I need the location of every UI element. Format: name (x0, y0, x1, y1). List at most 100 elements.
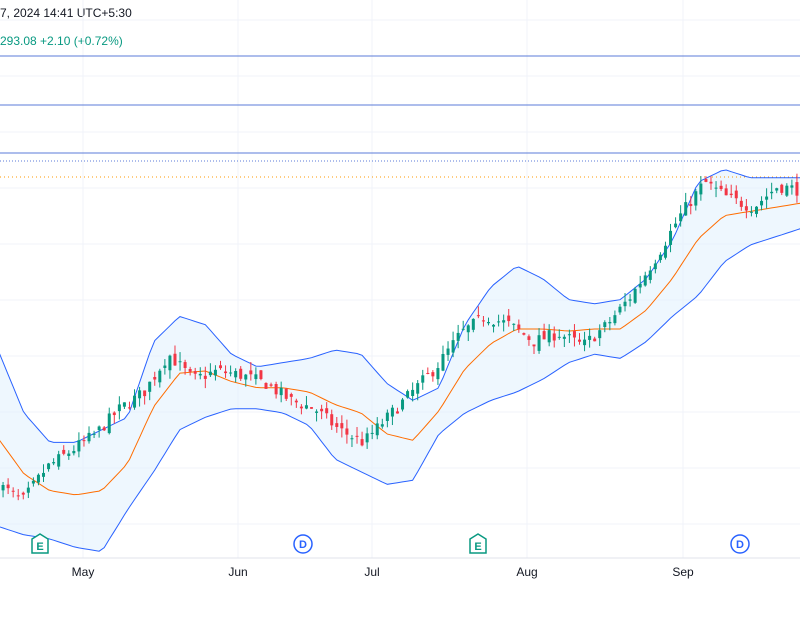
candle-body (648, 270, 652, 280)
candle-body (461, 328, 465, 330)
candle-body (229, 372, 233, 374)
candle-body (689, 204, 693, 207)
candle-body (385, 412, 389, 421)
candle-body (67, 453, 71, 456)
candle-body (52, 462, 56, 464)
candle-body (780, 184, 784, 193)
candle-body (749, 211, 753, 213)
candle-body (588, 335, 592, 340)
candle-body (658, 254, 662, 261)
candle-body (522, 333, 526, 335)
candle-body (638, 283, 642, 288)
candle-body (674, 223, 678, 228)
header-quote: 293.08 +2.10 (+0.72%) (0, 34, 123, 48)
candle-body (133, 395, 137, 408)
candles (1, 173, 799, 501)
candle-body (77, 440, 81, 452)
candle-body (148, 381, 152, 392)
candle-body (613, 315, 617, 324)
candle-body (572, 331, 576, 338)
candle-body (552, 333, 556, 341)
candle-body (117, 404, 121, 412)
candle-body (62, 449, 66, 454)
candle-body (279, 387, 283, 396)
candle-body (679, 213, 683, 222)
earnings-marker-label: E (474, 541, 481, 553)
candle-body (527, 336, 531, 340)
candle-body (198, 373, 202, 376)
candle-body (370, 432, 374, 434)
earnings-marker-label: E (36, 541, 43, 553)
candle-body (739, 200, 743, 207)
candle-body (289, 394, 293, 397)
candle-body (481, 320, 485, 322)
candle-body (663, 245, 667, 258)
candle-body (11, 490, 15, 492)
candle-body (765, 196, 769, 200)
candle-body (507, 315, 511, 322)
bollinger-upper-line (0, 169, 800, 443)
candle-body (97, 426, 101, 431)
candle-body (416, 383, 420, 394)
horizontal-lines[interactable] (0, 55, 800, 178)
candle-body (360, 439, 364, 446)
candle-body (411, 389, 415, 396)
candle-body (274, 384, 278, 395)
candle-body (163, 365, 167, 368)
time-axis-label: Jun (228, 565, 247, 579)
candle-body (178, 361, 182, 363)
candle-body (446, 348, 450, 355)
candle-body (486, 322, 490, 324)
time-axis[interactable]: May Jun Jul Aug Sep (72, 565, 694, 579)
candle-body (264, 382, 268, 389)
candle-body (517, 324, 521, 330)
candle-body (92, 433, 96, 435)
candle-body (335, 423, 339, 427)
candle-body (355, 435, 359, 437)
candle-body (112, 412, 116, 416)
candle-body (208, 371, 212, 376)
dividend-marker (293, 534, 313, 554)
candle-body (299, 406, 303, 409)
candle-body (583, 339, 587, 346)
candle-body (345, 428, 349, 435)
candle-body (153, 376, 157, 380)
candle-body (557, 336, 561, 338)
candle-body (603, 322, 607, 328)
candle-body (320, 408, 324, 412)
candle-body (259, 370, 263, 380)
candle-body (203, 375, 207, 379)
candle-body (304, 405, 308, 409)
header-datetime: 7, 2024 14:41 UTC+5:30 (0, 6, 132, 20)
candle-body (684, 202, 688, 216)
candle-body (785, 185, 789, 196)
candle-body (47, 463, 51, 470)
candle-body (375, 423, 379, 436)
candle-body (82, 440, 86, 442)
candle-body (421, 375, 425, 383)
candle-body (456, 332, 460, 341)
candle-body (593, 338, 597, 342)
candle-body (183, 362, 187, 368)
candle-body (694, 191, 698, 206)
candle-body (72, 451, 76, 454)
candle-body (653, 263, 657, 270)
candle-body (406, 391, 410, 398)
candle-body (26, 487, 30, 493)
candle-body (532, 344, 536, 347)
candle-body (254, 374, 258, 380)
candle-body (760, 200, 764, 206)
candle-body (168, 355, 172, 371)
time-axis-label: May (72, 565, 95, 579)
time-axis-label: Jul (364, 565, 379, 579)
candle-body (466, 325, 470, 333)
candle-body (547, 330, 551, 343)
bollinger-lower-line (0, 228, 800, 552)
candle-body (431, 372, 435, 377)
candle-body (537, 335, 541, 351)
candle-body (451, 340, 455, 353)
candle-body (770, 191, 774, 194)
candle-body (790, 185, 794, 188)
